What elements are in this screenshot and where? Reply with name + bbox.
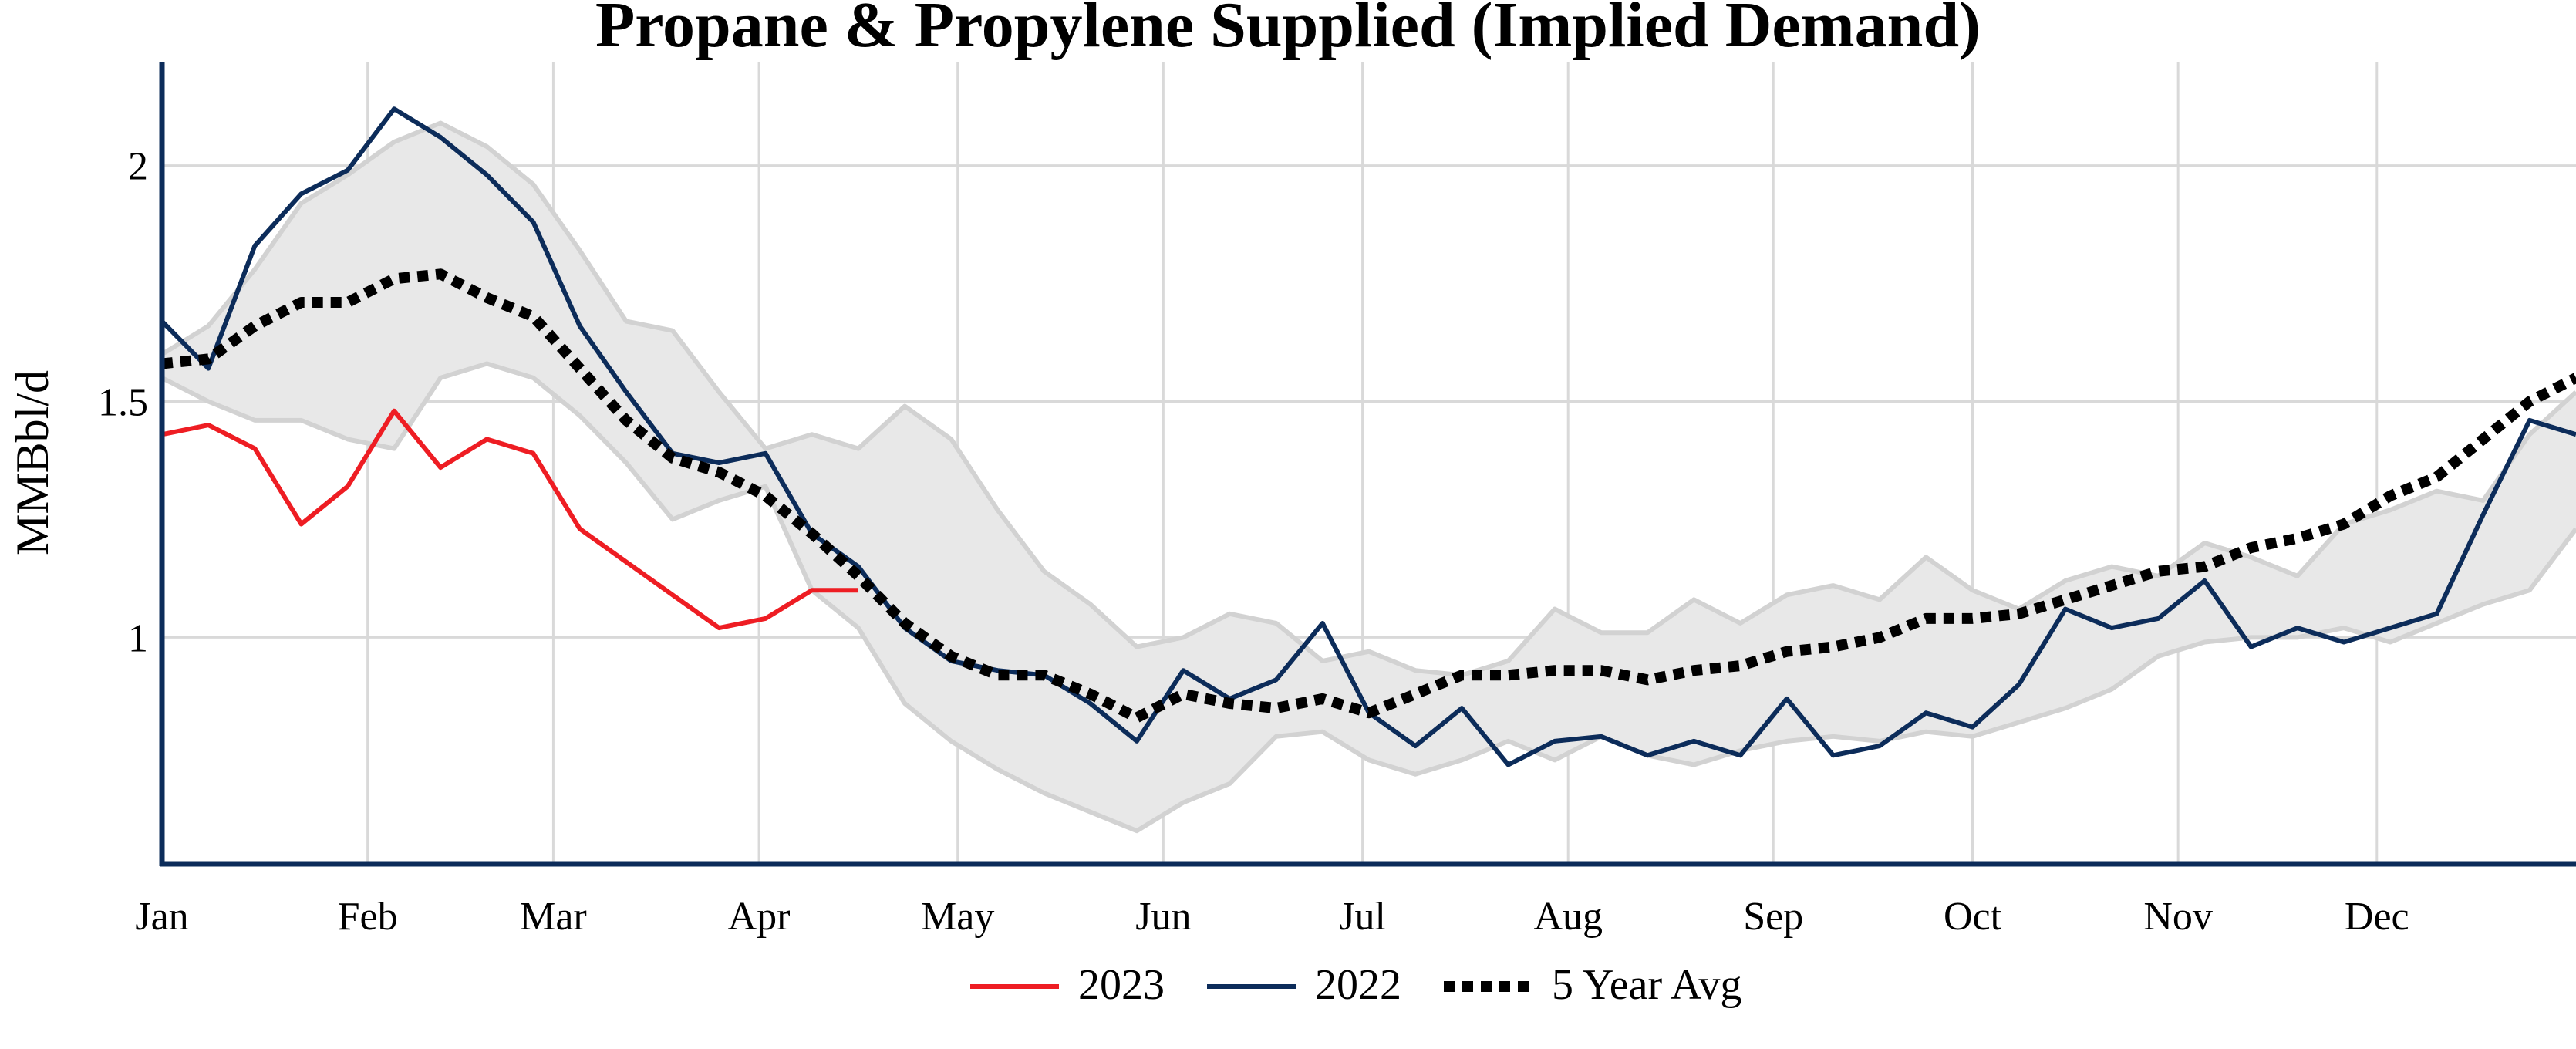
- y-tick-label: 1.5: [98, 380, 148, 424]
- y-tick-labels: 11.52: [98, 145, 148, 661]
- chart-title: Propane & Propylene Supplied (Implied De…: [595, 0, 1981, 61]
- series-line-2023: [161, 408, 858, 631]
- x-tick-label: Apr: [728, 895, 791, 939]
- legend-item-2022[interactable]: 2022: [1207, 961, 1401, 1009]
- legend-label: 2023: [1078, 961, 1165, 1009]
- legend[interactable]: 2023 2022 5 Year Avg: [970, 961, 1741, 1009]
- x-tick-label: Aug: [1533, 895, 1603, 939]
- x-tick-label: Feb: [338, 895, 398, 939]
- series-group: [160, 106, 2576, 767]
- range-band-upper-edge: [160, 120, 2576, 678]
- axes: [159, 62, 2576, 867]
- x-tick-labels: Jan Feb Mar Apr May Jun Jul Aug Sep Oct Nov Dec: [135, 895, 2409, 939]
- x-tick-label: Jun: [1135, 895, 1191, 939]
- series-line-5-year-avg: [161, 268, 2576, 724]
- range-band-lower-edge: [160, 361, 2576, 834]
- y-axis-title: MMBbl/d: [7, 370, 58, 555]
- x-tick-label: Dec: [2345, 895, 2409, 939]
- x-tick-label: Sep: [1743, 895, 1803, 939]
- range-band: [160, 120, 2576, 834]
- x-tick-label: Jul: [1339, 895, 1386, 939]
- legend-label: 5 Year Avg: [1552, 961, 1741, 1009]
- legend-item-2023[interactable]: 2023: [970, 961, 1165, 1009]
- y-tick-label: 1: [128, 616, 148, 660]
- x-tick-label: Jan: [135, 895, 188, 939]
- legend-item-5-year-avg[interactable]: 5 Year Avg: [1444, 961, 1741, 1009]
- legend-label: 2022: [1315, 961, 1401, 1009]
- y-tick-label: 2: [128, 145, 148, 189]
- x-tick-label: Nov: [2143, 895, 2213, 939]
- x-tick-label: Oct: [1944, 895, 2002, 939]
- x-tick-label: May: [921, 895, 994, 939]
- x-tick-label: Mar: [520, 895, 587, 939]
- range-band-area: [162, 123, 2576, 831]
